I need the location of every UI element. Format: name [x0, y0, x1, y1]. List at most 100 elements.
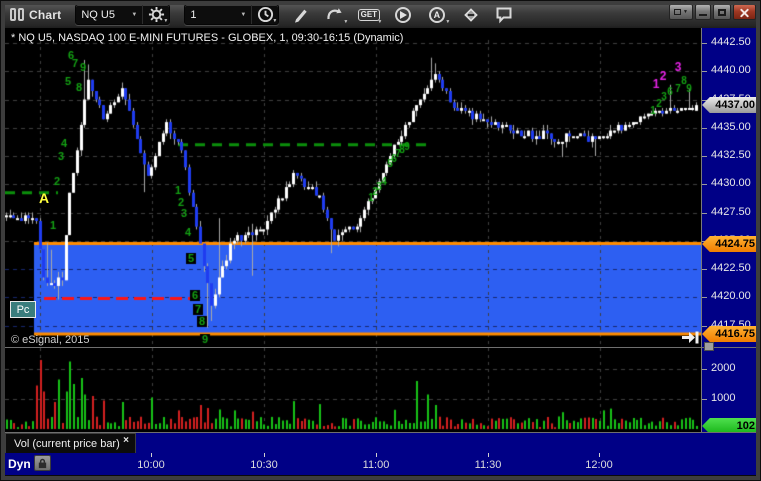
axis-divider: [701, 28, 702, 432]
time-tick-mark: [151, 453, 152, 457]
dynamic-mode-label: Dyn: [8, 457, 31, 471]
price-axis[interactable]: 4442.504440.004437.504435.004432.504430.…: [702, 28, 758, 434]
clock-icon: [257, 6, 273, 23]
maximize-icon: [718, 8, 726, 16]
price-tick-label: 4442.50: [711, 36, 751, 48]
volume-tick-mark: [702, 399, 707, 400]
jump-to-latest-button[interactable]: [681, 330, 699, 350]
symbol-group: NQ U5 ▼ ▼: [75, 4, 171, 25]
style-button[interactable]: [458, 4, 483, 25]
time-tick-mark: [599, 453, 600, 457]
copyright-label: © eSignal, 2015: [11, 334, 90, 346]
interval-group: 1 ▼ ▼: [184, 4, 280, 25]
chart-symbol-title: * NQ U5, NASDAQ 100 E-MINI FUTURES - GLO…: [11, 32, 404, 44]
time-tick-mark: [376, 453, 377, 457]
band-top-price-tag: 4424.75: [702, 236, 758, 252]
price-tick-label: 4430.00: [711, 177, 751, 189]
chevron-down-icon: ▼: [343, 19, 349, 25]
price-tick-label: 4420.00: [711, 290, 751, 302]
letter-a-icon: A: [428, 6, 445, 23]
time-axis-label: 11:30: [474, 459, 502, 471]
price-tick-mark: [702, 213, 707, 214]
arrow-to-end-icon: [682, 331, 699, 344]
interval-dropdown[interactable]: 1 ▼: [185, 5, 251, 24]
pane-divider[interactable]: [5, 432, 758, 433]
current-volume-tag: 102: [702, 418, 758, 434]
minimize-button[interactable]: [695, 4, 711, 20]
maximize-button[interactable]: [713, 4, 731, 20]
get-icon: GET: [357, 8, 381, 21]
volume-tick-label: 1000: [711, 392, 736, 404]
volume-study-tab[interactable]: Vol (current price bar) ×: [5, 433, 136, 453]
close-button[interactable]: [733, 4, 756, 20]
comment-button[interactable]: [492, 4, 517, 25]
chevron-down-icon: ▼: [131, 11, 138, 18]
window-title: Chart: [29, 7, 62, 22]
window-menu-button[interactable]: ▼: [669, 4, 693, 20]
price-chart-canvas[interactable]: [5, 28, 702, 347]
time-axis-label: 10:00: [137, 459, 165, 471]
time-tick-mark: [264, 453, 265, 457]
get-quote-button[interactable]: GET ▼: [356, 4, 383, 25]
gear-icon: [148, 6, 164, 23]
price-tick-label: 4427.50: [711, 206, 751, 218]
time-tick-mark: [488, 453, 489, 457]
trend-tool-button[interactable]: ▼: [322, 4, 349, 25]
chevron-down-icon: ▼: [240, 11, 247, 18]
minimize-icon: [699, 14, 707, 16]
time-template-button[interactable]: ▼: [251, 5, 278, 24]
draw-tool-button[interactable]: [288, 4, 313, 25]
volume-tick-label: 2000: [711, 362, 736, 374]
volume-chart-canvas[interactable]: [5, 348, 702, 432]
chevron-down-icon: ▼: [163, 18, 169, 24]
alerts-button[interactable]: A ▼: [424, 4, 451, 25]
price-tick-mark: [702, 43, 707, 44]
diamond-brush-icon: [464, 7, 478, 22]
chart-window-icon: [10, 8, 24, 21]
price-tick-mark: [702, 269, 707, 270]
volume-tab-label: Vol (current price bar): [14, 437, 120, 450]
window-titlebar: Chart NQ U5 ▼ ▼ 1 ▼: [1, 1, 760, 28]
symbol-settings-button[interactable]: ▼: [142, 5, 169, 24]
speech-bubble-icon: [496, 7, 512, 23]
chevron-down-icon: ▼: [272, 18, 278, 24]
price-tick-mark: [702, 156, 707, 157]
price-tick-label: 4422.50: [711, 262, 751, 274]
price-tick-label: 4440.00: [711, 64, 751, 76]
play-icon: [394, 6, 411, 23]
volume-tick-mark: [702, 369, 707, 370]
pane-divider[interactable]: [5, 347, 758, 348]
close-tab-icon[interactable]: ×: [123, 435, 129, 446]
time-axis-band: Vol (current price bar) × Dyn 10:00 10:30…: [5, 432, 758, 475]
lock-icon: [38, 458, 47, 468]
pane-splitter-grip[interactable]: [704, 342, 714, 351]
current-price-tag: 4437.00: [702, 97, 758, 113]
time-axis-lock-button[interactable]: [34, 455, 51, 471]
price-tick-label: 4432.50: [711, 149, 751, 161]
curved-arrow-icon: [327, 8, 342, 20]
chevron-down-icon: ▼: [683, 9, 688, 15]
price-tick-mark: [702, 128, 707, 129]
pencil-icon: [295, 9, 308, 23]
price-tick-label: 4435.00: [711, 121, 751, 133]
chevron-down-icon: ▼: [377, 19, 383, 25]
price-tick-mark: [702, 326, 707, 327]
price-tick-mark: [702, 100, 707, 101]
window-controls: ▼: [669, 4, 756, 20]
a-marker-label: A: [39, 190, 50, 206]
time-axis-label: 11:00: [362, 459, 390, 471]
interval-value: 1: [190, 8, 197, 21]
chevron-down-icon: ▼: [445, 19, 451, 25]
time-axis-label: 10:30: [250, 459, 278, 471]
band-bottom-price-tag: 4416.75: [702, 326, 758, 342]
symbol-value: NQ U5: [81, 8, 115, 21]
window-icon: [674, 9, 682, 15]
price-tick-mark: [702, 297, 707, 298]
pc-indicator-badge: Pc: [10, 301, 36, 318]
close-icon: [739, 7, 750, 18]
replay-button[interactable]: [390, 4, 415, 25]
time-axis-label: 12:00: [585, 459, 613, 471]
symbol-dropdown[interactable]: NQ U5 ▼: [76, 5, 142, 24]
price-tick-mark: [702, 71, 707, 72]
